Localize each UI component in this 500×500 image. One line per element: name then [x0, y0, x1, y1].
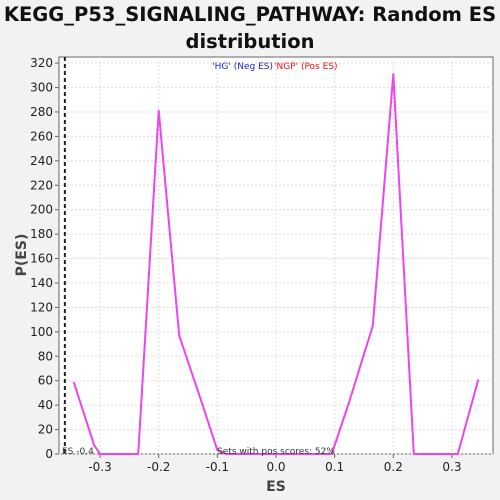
legend-neg: 'HG' (Neg ES) [212, 62, 273, 72]
y-tick-label: 300 [30, 81, 53, 95]
y-axis-title: P(ES) [14, 234, 30, 277]
chart-title: KEGG_P53_SIGNALING_PATHWAY: Random ES di… [0, 1, 500, 55]
es-distribution-line [72, 73, 480, 455]
chart-title-line2: distribution [185, 30, 315, 53]
x-tick-label: -0.2 [147, 460, 170, 474]
x-tick-label: 0.0 [266, 460, 285, 474]
plot-area [58, 56, 494, 455]
x-tick-label: 0.2 [384, 460, 403, 474]
y-tick-label: 200 [30, 203, 53, 217]
y-tick-label: 40 [38, 398, 53, 412]
y-tick-label: 160 [30, 252, 53, 266]
grid [59, 57, 493, 455]
x-axis-title: ES [266, 479, 286, 495]
y-tick-label: 120 [30, 300, 53, 314]
x-tick-label: 0.1 [325, 460, 344, 474]
y-tick-label: 0 [45, 447, 53, 461]
y-tick-label: 20 [38, 423, 53, 437]
y-tick-label: 260 [30, 129, 53, 143]
y-axis: 0 20 40 60 80 100 120 140 160 180 200 220 240 260 280 3… [30, 56, 59, 461]
observed-es-label: ES -0.4 [62, 447, 94, 457]
x-axis: -0.3 -0.2 -0.1 0.0 0.1 0.2 0.3 [88, 454, 461, 474]
y-tick-label: 220 [30, 178, 53, 192]
series-layer [72, 73, 480, 455]
x-tick-label: 0.3 [442, 460, 461, 474]
y-tick-label: 240 [30, 154, 53, 168]
y-tick-label: 100 [30, 325, 53, 339]
y-tick-label: 80 [38, 349, 53, 363]
x-tick-label: -0.1 [206, 460, 229, 474]
y-tick-label: 140 [30, 276, 53, 290]
legend-pos: 'NGP' (Pos ES) [274, 62, 338, 72]
x-tick-label: -0.3 [88, 460, 111, 474]
y-tick-label: 280 [30, 105, 53, 119]
y-tick-label: 320 [30, 56, 53, 70]
y-tick-label: 180 [30, 227, 53, 241]
chart-title-line1: KEGG_P53_SIGNALING_PATHWAY: Random ES [3, 3, 497, 26]
y-tick-label: 60 [38, 374, 53, 388]
pos-score-annotation: Sets with pos scores: 52% [217, 447, 335, 457]
